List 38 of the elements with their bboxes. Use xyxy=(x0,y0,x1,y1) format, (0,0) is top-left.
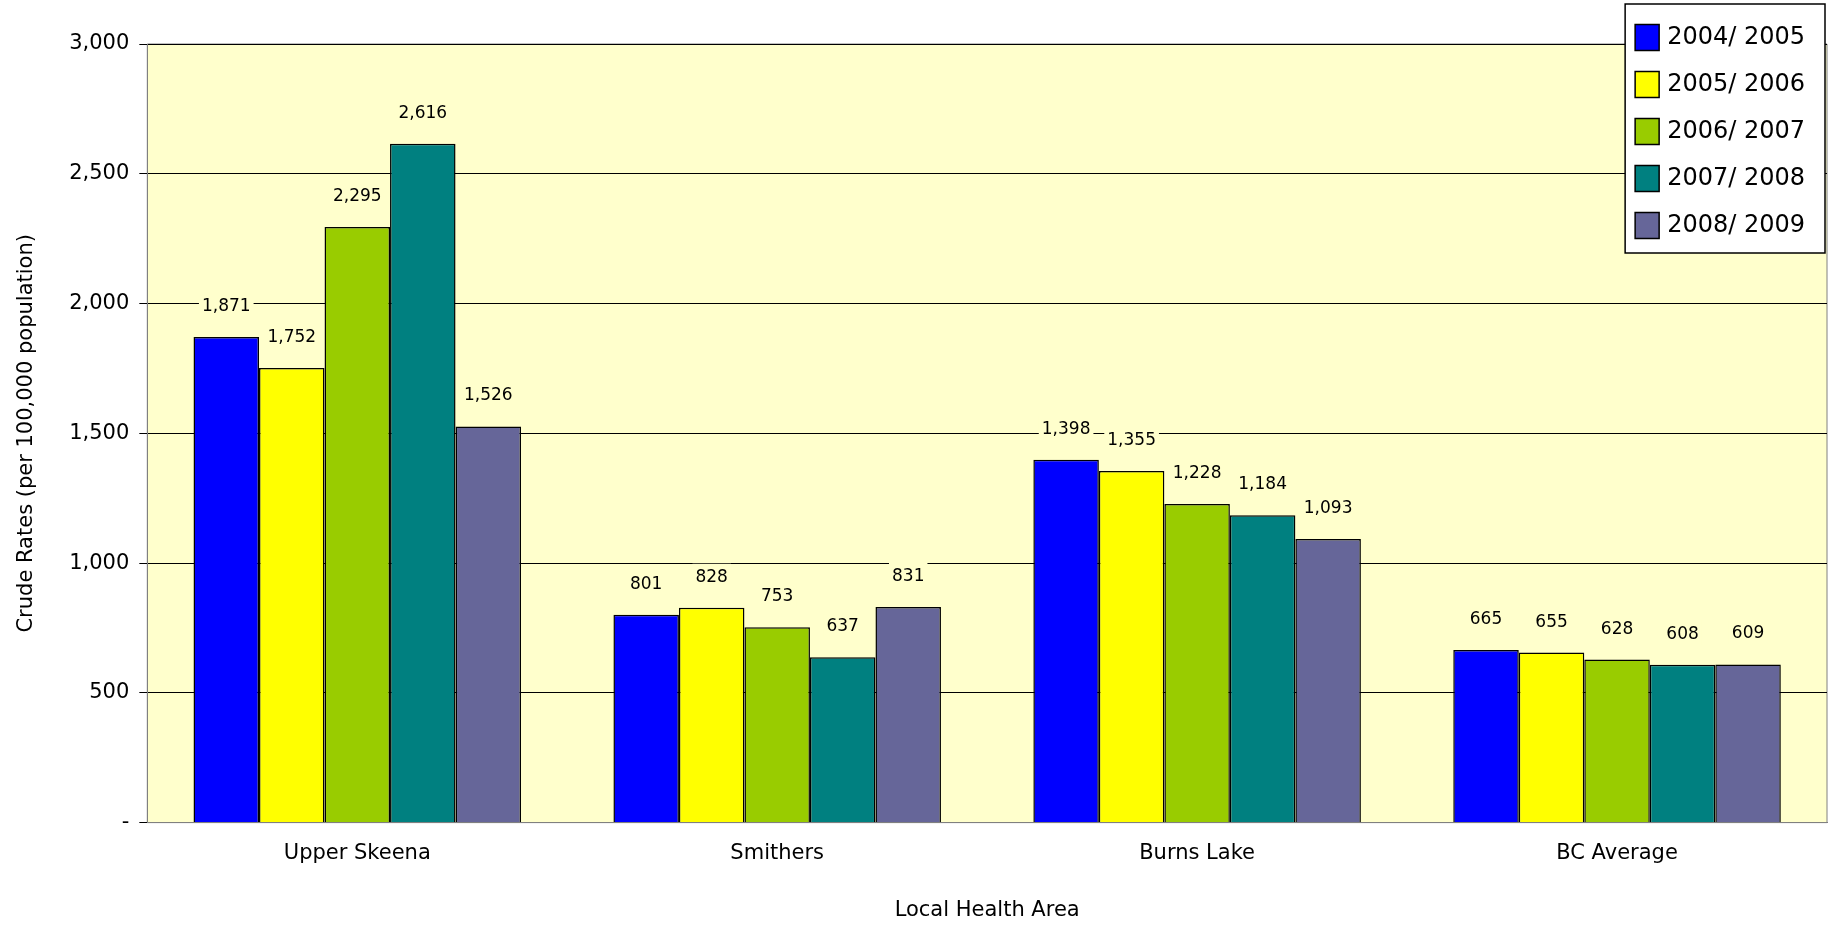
x-tick-label: BC Average xyxy=(1556,839,1678,864)
legend-label: 2006/ 2007 xyxy=(1667,115,1805,144)
y-tick-label: 3,000 xyxy=(69,30,130,55)
data-label: 831 xyxy=(891,564,925,585)
data-label: 637 xyxy=(826,615,859,636)
data-label: 1,228 xyxy=(1172,461,1222,482)
data-label: 655 xyxy=(1535,610,1568,631)
data-label: 2,616 xyxy=(398,101,448,122)
data-label: 1,093 xyxy=(1303,496,1353,517)
legend-label: 2005/ 2006 xyxy=(1667,68,1805,97)
data-label: 1,398 xyxy=(1041,417,1091,438)
x-tick-label: Upper Skeena xyxy=(283,839,431,864)
y-axis-title: Crude Rates (per 100,000 population) xyxy=(13,234,38,633)
data-label: 2,295 xyxy=(332,184,382,205)
legend-label: 2008/ 2009 xyxy=(1667,209,1805,238)
data-label: 608 xyxy=(1666,622,1699,643)
y-tick-label: 1,000 xyxy=(69,549,130,574)
data-label: 1,526 xyxy=(463,384,513,405)
data-label: 628 xyxy=(1600,617,1634,638)
data-label: 801 xyxy=(629,572,663,593)
data-label: 828 xyxy=(695,565,728,586)
data-label: 1,355 xyxy=(1107,428,1156,449)
y-tick-label: 1,500 xyxy=(69,419,130,444)
data-label: 609 xyxy=(1731,622,1765,643)
x-axis-title: Local Health Area xyxy=(894,896,1080,921)
data-label: 1,871 xyxy=(201,294,251,315)
y-tick-label: 2,500 xyxy=(69,160,130,185)
x-tick-label: Smithers xyxy=(730,839,825,864)
y-tick-label: 2,000 xyxy=(69,289,130,314)
data-label: 1,752 xyxy=(267,325,317,346)
x-tick-label: Burns Lake xyxy=(1139,839,1256,864)
data-label: 753 xyxy=(760,585,794,606)
y-tick-label: - xyxy=(121,809,130,834)
data-label: 1,184 xyxy=(1238,473,1287,494)
legend-label: 2004/ 2005 xyxy=(1667,21,1805,50)
y-tick-label: 500 xyxy=(89,679,130,704)
data-label: 665 xyxy=(1469,607,1503,628)
legend-label: 2007/ 2008 xyxy=(1667,162,1805,191)
